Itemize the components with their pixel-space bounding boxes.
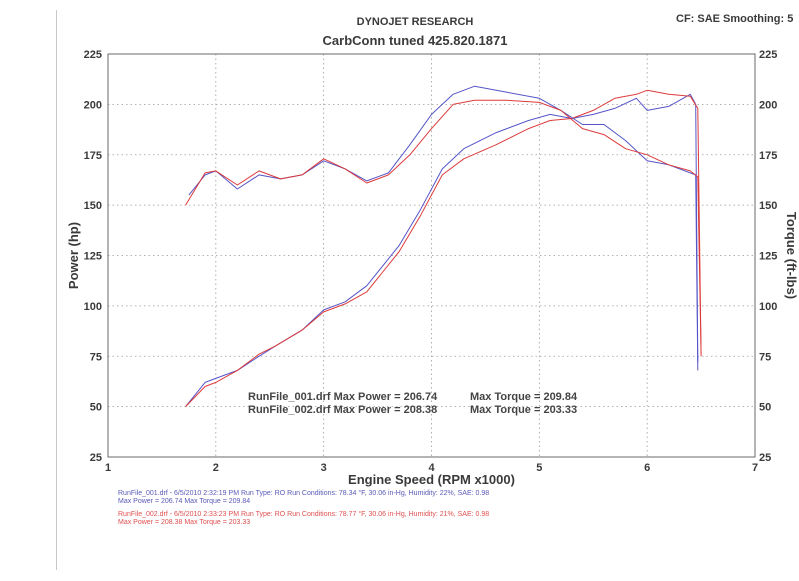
- x-tick-label: 3: [321, 462, 327, 474]
- correction-factor-label: CF: SAE Smoothing: 5: [676, 13, 794, 25]
- annotation-run2-torque: Max Torque = 203.33: [470, 404, 577, 416]
- y-tick-label-right: 225: [759, 49, 777, 61]
- run2-max-values: Max Power = 208.38 Max Torque = 203.33: [118, 519, 251, 526]
- y-tick-label-left: 225: [84, 49, 102, 61]
- series-lines: [185, 85, 702, 407]
- run1-details: RunFile_001.drf - 6/5/2010 2:32:19 PM Ru…: [118, 490, 489, 506]
- y-tick-label-left: 100: [84, 301, 102, 313]
- y-tick-label-right: 150: [759, 200, 777, 212]
- x-tick-label: 1: [105, 462, 111, 474]
- x-tick-label: 2: [213, 462, 219, 474]
- page-edge-line: [56, 10, 57, 570]
- series-run2-torque: [185, 99, 702, 355]
- y-tick-label-left: 50: [90, 402, 102, 414]
- run2-conditions: RunFile_002.drf - 6/5/2010 2:33:23 PM Ru…: [118, 511, 490, 518]
- y-tick-label-right: 25: [759, 452, 771, 464]
- y-tick-label-right: 125: [759, 251, 777, 263]
- y-tick-label-left: 200: [84, 99, 102, 111]
- run2-details: RunFile_002.drf - 6/5/2010 2:33:23 PM Ru…: [118, 511, 489, 527]
- y-axis-label-right: Torque (ft-lbs): [784, 212, 799, 299]
- x-axis-label: Engine Speed (RPM x1000): [348, 472, 515, 487]
- series-run1-power: [185, 93, 699, 407]
- x-tick-label: 5: [536, 462, 542, 474]
- y-tick-label-right: 175: [759, 150, 777, 162]
- series-run1-torque: [188, 85, 699, 371]
- y-tick-label-left: 125: [84, 251, 102, 263]
- y-tick-label-left: 75: [90, 351, 102, 363]
- y-tick-label-left: 150: [84, 200, 102, 212]
- y-tick-label-right: 200: [759, 99, 777, 111]
- x-tick-label: 6: [644, 462, 650, 474]
- y-tick-label-left: 175: [84, 150, 102, 162]
- y-tick-label-right: 100: [759, 301, 777, 313]
- y-axis-label-left: Power (hp): [66, 222, 81, 289]
- x-tick-label: 7: [752, 462, 758, 474]
- annotation-run2-power: RunFile_002.drf Max Power = 208.38: [248, 404, 437, 416]
- plot-frame: [107, 53, 756, 458]
- annotation-run1-torque: Max Torque = 209.84: [470, 391, 578, 403]
- series-run2-power: [185, 89, 702, 407]
- run1-conditions: RunFile_001.drf - 6/5/2010 2:32:19 PM Ru…: [118, 490, 490, 497]
- y-tick-label-right: 50: [759, 402, 771, 414]
- annotation-run1-power: RunFile_001.drf Max Power = 206.74: [248, 391, 438, 403]
- run1-max-values: Max Power = 206.74 Max Torque = 209.84: [118, 498, 251, 505]
- company-name: DYNOJET RESEARCH: [356, 16, 474, 28]
- chart-title: CarbConn tuned 425.820.1871: [322, 33, 508, 48]
- y-tick-label-left: 25: [90, 452, 102, 464]
- y-tick-label-right: 75: [759, 351, 771, 363]
- x-tick-label: 4: [428, 462, 435, 474]
